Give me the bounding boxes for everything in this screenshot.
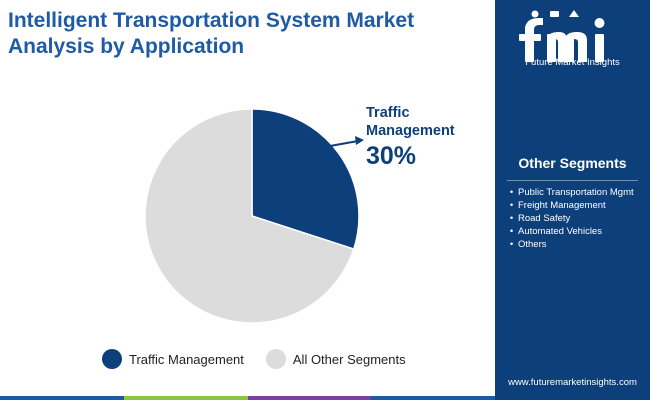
bottom-bar-segment [247, 396, 372, 400]
legend-item-all-other-segments: All Other Segments [265, 349, 406, 369]
page-title-line-1: Intelligent Transportation System Market [8, 9, 415, 32]
bottom-bar-segment [371, 396, 495, 400]
bottom-color-bar [0, 396, 495, 400]
other-segments-list: • Public Transportation Mgmt • Freight Man… [505, 186, 647, 251]
legend-swatch-all-other-segments [265, 349, 286, 369]
bottom-bar-segment [123, 396, 248, 400]
pie-slice-traffic-management [251, 108, 360, 251]
callout-percent: 30% [366, 142, 417, 170]
legend-swatch-traffic-management [102, 349, 122, 369]
page-title-line-2: Analysis by Application [8, 35, 245, 58]
sidebar: Future Market Insights Other Segments • P… [495, 0, 650, 400]
list-item: • Road Safety [509, 213, 571, 224]
list-item: • Public Transportation Mgmt [509, 187, 634, 198]
divider [507, 180, 638, 181]
website-url[interactable]: www.futuremarketinsights.com [508, 377, 637, 388]
list-item: • Automated Vehicles [509, 226, 602, 237]
legend-label-traffic-management: Traffic Management [129, 351, 244, 367]
page-title: Intelligent Transportation System Market… [8, 8, 488, 60]
legend-label-all-other-segments: All Other Segments [292, 351, 406, 367]
fmi-logo-icon [519, 10, 605, 62]
pie-slices [144, 108, 360, 324]
list-item: • Freight Management [509, 200, 606, 211]
pie-slice-all-other-segments [144, 108, 355, 324]
bottom-bar-segment [0, 396, 124, 400]
pie-chart [144, 108, 364, 324]
legend-item-traffic-management: Traffic Management [102, 349, 244, 369]
list-item: • Others [509, 239, 547, 250]
other-segments-heading: Other Segments [518, 155, 627, 171]
logo-text: Future Market Insights [525, 57, 620, 68]
callout-arrow [329, 136, 364, 147]
callout-label: Traffic Management [366, 105, 455, 139]
chart-legend: Traffic Management All Other Segments [102, 349, 428, 369]
